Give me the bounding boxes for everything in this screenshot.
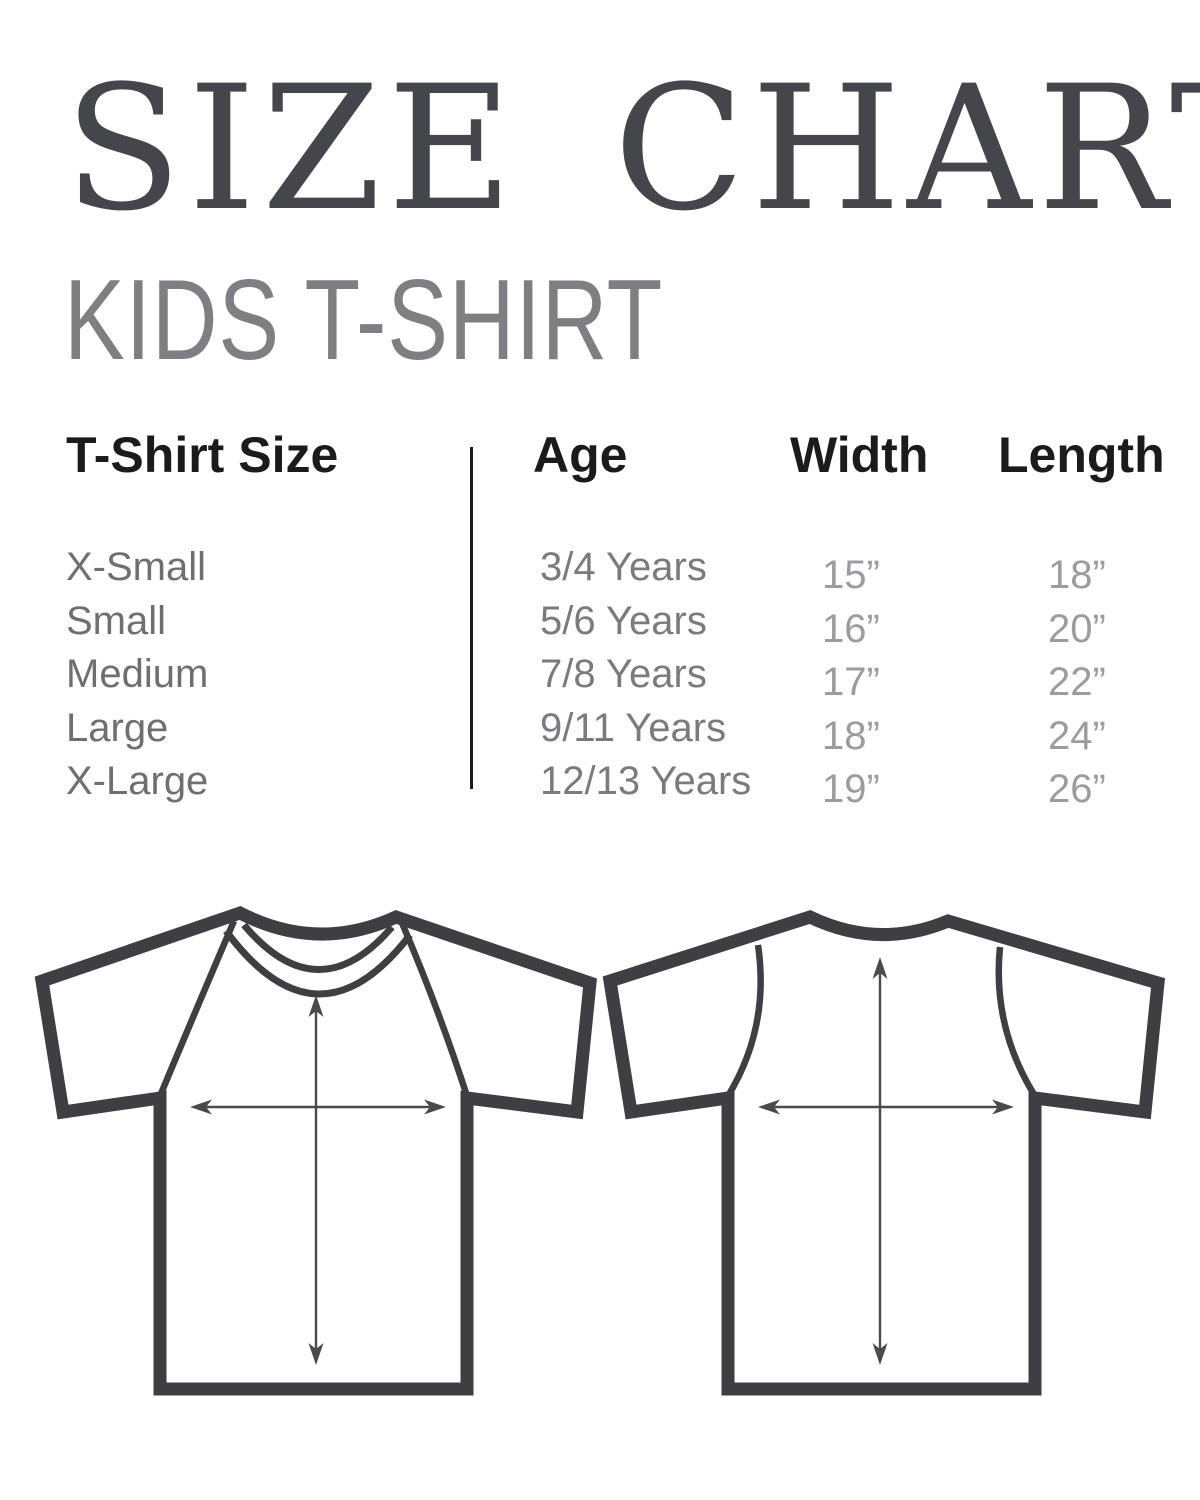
age-cell: 7/8 Years: [540, 652, 707, 696]
tshirt-back-right-sleeve-seam: [995, 946, 1038, 1098]
tshirt-front-collar-outer-arc: [223, 928, 413, 998]
age-cell: 9/11 Years: [540, 705, 727, 750]
page-subtitle: KIDS T-SHIRT: [64, 257, 664, 384]
width-cell: 17”: [822, 660, 880, 704]
column-header-age: Age: [533, 427, 628, 483]
page-title: SIZE CHART: [64, 48, 1200, 249]
table-divider: [470, 447, 473, 789]
width-measure-arrow: [758, 1099, 1014, 1115]
tshirt-back-left-sleeve-seam: [725, 944, 764, 1098]
width-column: 15” 16” 17” 18” 19”: [822, 549, 880, 817]
size-cell: Small: [66, 598, 167, 643]
tshirt-front-right-sleeve-seam: [399, 921, 471, 1098]
size-cell: X-Large: [66, 759, 209, 803]
age-cell: 12/13 Years: [540, 759, 752, 803]
size-cell: Medium: [66, 652, 209, 696]
tshirt-front-left-sleeve-seam: [157, 919, 237, 1098]
length-measure-arrow: [872, 957, 888, 1365]
width-cell: 18”: [822, 713, 880, 758]
age-cell: 3/4 Years: [540, 545, 707, 589]
width-cell: 15”: [822, 553, 880, 597]
length-cell: 22”: [1048, 660, 1106, 704]
tshirt-front-diagram: [34, 905, 597, 1396]
column-header-width: Width: [790, 427, 929, 483]
length-column: 18” 20” 22” 24” 26”: [1048, 549, 1106, 817]
size-cell: Large: [66, 705, 169, 750]
size-column: X-Small Small Medium Large X-Large: [66, 541, 208, 809]
age-cell: 5/6 Years: [540, 598, 707, 643]
tshirt-back-diagram: [602, 910, 1166, 1396]
width-cell: 19”: [822, 767, 880, 811]
width-measure-arrow: [190, 1099, 446, 1115]
length-measure-arrow: [308, 995, 324, 1365]
column-header-length: Length: [998, 427, 1165, 483]
tshirt-front-collar-inner-arc: [241, 922, 395, 973]
length-cell: 18”: [1048, 553, 1106, 597]
width-cell: 16”: [822, 606, 880, 651]
age-column: 3/4 Years 5/6 Years 7/8 Years 9/11 Years 12/…: [540, 541, 751, 809]
tshirt-back-outline: [602, 910, 1166, 1396]
length-cell: 24”: [1048, 713, 1106, 758]
length-cell: 26”: [1048, 767, 1106, 811]
column-header-size: T-Shirt Size: [66, 427, 339, 483]
length-cell: 20”: [1048, 606, 1106, 651]
size-cell: X-Small: [66, 545, 207, 589]
